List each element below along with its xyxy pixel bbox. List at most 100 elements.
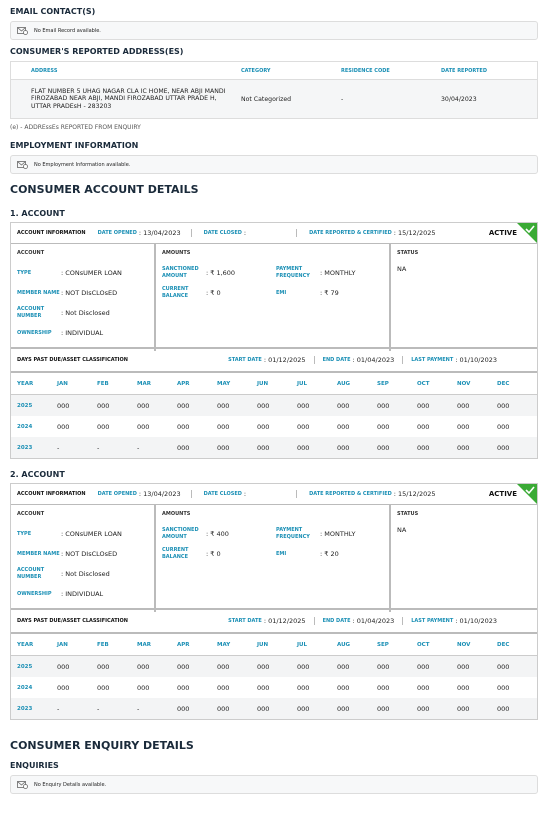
field: SANCTIONED AMOUNT: ₹ 400 (162, 526, 276, 542)
cell: 000 (97, 422, 110, 431)
cell: DATE REPORTED (441, 67, 487, 74)
status-val: NA (397, 526, 407, 534)
sep (313, 356, 315, 364)
flbl: MEMBER NAME (17, 550, 60, 557)
col: STATUS NA (391, 505, 537, 612)
val: : 01/12/2025 (263, 617, 306, 625)
cell: CATEGORY (241, 67, 271, 74)
val: : 13/04/2023 (138, 490, 181, 498)
cell: 000 (257, 683, 270, 692)
field: TYPE: CONsUMER LOAN (17, 265, 148, 281)
cell: 000 (377, 704, 390, 713)
field: SANCTIONED AMOUNT: ₹ 1,600 (162, 265, 276, 281)
flbl: MEMBER NAME (17, 289, 60, 296)
cell: 000 (297, 443, 310, 452)
field: ACCOUNT NUMBER: Not Disclosed (17, 566, 148, 582)
cell: JAN (57, 380, 68, 387)
cell: AUG (337, 380, 351, 387)
cell: - (137, 443, 140, 452)
field: PAYMENT FREQUENCY: MONTHLY (276, 526, 383, 542)
cell: 000 (217, 422, 230, 431)
cell: 000 (497, 401, 510, 410)
lbl: ACCOUNT INFORMATION (17, 230, 86, 236)
cell: YEAR (17, 641, 34, 648)
page: EMAIL CONTACT(S) No Email Record availabl… (0, 6, 548, 794)
icon (17, 27, 28, 35)
val: : 15/12/2025 (393, 490, 436, 498)
fval: : MONTHLY (320, 269, 356, 277)
cell: 000 (497, 704, 510, 713)
flbl: ACCOUNT NUMBER (17, 306, 45, 319)
val: : (243, 229, 247, 237)
cell: - (341, 95, 344, 103)
col-title: AMOUNTS (162, 511, 191, 517)
fval: : Not Disclosed (61, 309, 110, 317)
cell: OCT (417, 641, 430, 648)
cell: 000 (457, 704, 470, 713)
cell: DEC (497, 380, 510, 387)
info-row: ACCOUNT INFORMATION DATE OPENED: 13/04/20… (11, 484, 537, 505)
cell: 000 (417, 683, 430, 692)
main-grid: ACCOUNT TYPE: CONsUMER LOAN MEMBER NAME: N… (11, 505, 537, 612)
col-title: AMOUNTS (162, 250, 191, 256)
field: CURRENT BALANCE: ₹ 0 (162, 285, 276, 301)
cell: 000 (257, 704, 270, 713)
col: ACCOUNT TYPE: CONsUMER LOAN MEMBER NAME: N… (11, 505, 156, 612)
flbl: EMI (276, 289, 287, 296)
cell: 000 (337, 401, 350, 410)
flbl: TYPE (17, 530, 32, 537)
year: 2024 (17, 684, 33, 691)
sep (313, 617, 315, 625)
lbl: DATE REPORTED & CERTIFIED (309, 491, 392, 497)
cell: - (57, 704, 60, 713)
fval: : ₹ 0 (206, 550, 221, 558)
active-corner (517, 223, 537, 243)
lbl: DATE CLOSED (203, 491, 242, 497)
cell: SEP (377, 380, 389, 387)
fval: : ₹ 79 (320, 289, 339, 297)
cell: MAY (217, 380, 231, 387)
cell: MAY (217, 641, 231, 648)
lbl: DAYS PAST DUE/ASSET CLASSIFICATION (17, 618, 128, 624)
active-corner (517, 484, 537, 504)
field: ACCOUNT NUMBER : Not Disclosed (17, 305, 148, 321)
section-title: CONSUMER'S REPORTED ADDRESS(ES) (10, 47, 184, 56)
cell: 000 (57, 422, 70, 431)
cell: 000 (217, 683, 230, 692)
fval: : NOT DIsCLOsED (61, 289, 118, 297)
dpd-table: YEAR JAN FEB MAR APR MAY JUN JUL AUG SEP OCT NOV DEC… (11, 373, 537, 458)
sep (402, 617, 404, 625)
col: AMOUNTS SANCTIONED AMOUNT: ₹ 400 PAYMENT F… (156, 505, 391, 612)
cell: 000 (377, 662, 390, 671)
cell: FEB (97, 380, 109, 387)
cell: MAR (137, 380, 151, 387)
cell: 000 (497, 422, 510, 431)
section-title: EMAIL CONTACT(S) (10, 7, 96, 16)
cell: MAR (137, 641, 151, 648)
field: EMI : ₹ 79 (276, 285, 383, 301)
cell: NOV (457, 641, 471, 648)
col-title: STATUS (397, 511, 419, 517)
sep (190, 229, 192, 237)
field: OWNERSHIP: INDIVIDUAL (17, 325, 148, 341)
cell: 000 (297, 704, 310, 713)
flbl: SANCTIONED AMOUNT (162, 266, 199, 279)
field: PAYMENT FREQUENCY: MONTHLY (276, 265, 383, 281)
cell: 000 (497, 662, 510, 671)
sep (190, 490, 192, 498)
big-title: CONSUMER ACCOUNT DETAILS (10, 183, 199, 196)
lbl: DATE OPENED (97, 230, 137, 236)
fval: : INDIVIDUAL (61, 329, 104, 337)
cell: 000 (257, 401, 270, 410)
col: AMOUNTS SANCTIONED AMOUNT: ₹ 1,600 PAYMENT… (156, 244, 391, 351)
fval: : ₹ 0 (206, 289, 221, 297)
lbl: DAYS PAST DUE/ASSET CLASSIFICATION (17, 357, 128, 363)
dpd-row: DAYS PAST DUE/ASSET CLASSIFICATION START … (11, 349, 537, 373)
year: 2024 (17, 423, 33, 430)
cell: 000 (137, 662, 150, 671)
tr: YEAR JAN FEB MAR APR MAY JUN JUL AUG SEP OCT NOV DEC (11, 373, 537, 395)
dpd-row: DAYS PAST DUE/ASSET CLASSIFICATION START … (11, 610, 537, 634)
tr: 2023 - - - 000 000 000 000 000 000 000 000 000 (11, 437, 537, 458)
field: MEMBER NAME: NOT DIsCLOsED (17, 546, 148, 562)
cell: ADDRESS (31, 67, 58, 74)
